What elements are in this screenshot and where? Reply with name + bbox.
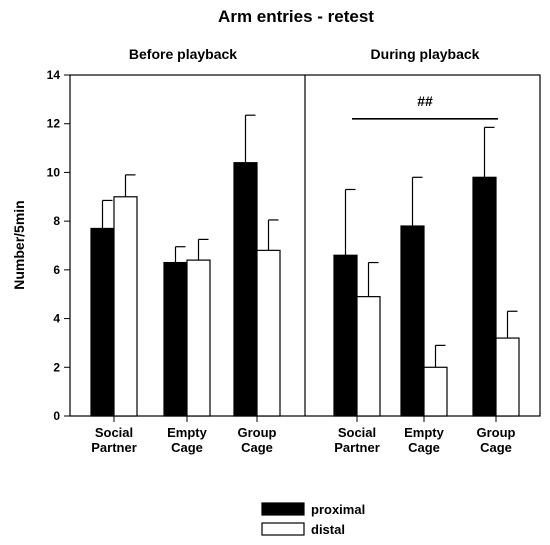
bar-proximal [233,162,258,417]
significance-marker: ## [417,93,433,109]
category-label: Social [338,425,376,440]
bar-proximal [90,227,115,417]
bar-distal [256,249,281,417]
category-label: Empty [404,425,445,440]
bar-proximal [400,225,425,417]
y-tick-label: 4 [53,312,60,326]
category-label: Group [238,425,277,440]
bar-distal [423,366,448,417]
category-label: Social [95,425,133,440]
category-labels: SocialPartnerEmptyCageGroupCageSocialPar… [91,416,516,455]
bar-distal [495,337,520,417]
legend: proximal distal [261,502,365,537]
panel-title: Before playback [129,46,237,62]
bar-distal [186,259,211,417]
legend-swatch-distal [261,522,305,536]
category-label: Cage [408,440,440,455]
y-tick-label: 6 [53,263,60,277]
chart-title: Arm entries - retest [218,7,374,26]
category-label: Cage [241,440,273,455]
legend-label-distal: distal [311,522,345,537]
error-bars [101,114,518,368]
y-tick-label: 12 [47,117,61,131]
panel-title: During playback [371,46,480,62]
category-label: Partner [91,440,137,455]
category-label: Group [477,425,516,440]
y-tick-label: 10 [47,165,61,179]
legend-swatch-proximal [261,502,305,516]
y-axis-label: Number/5min [11,200,27,289]
y-tick-label: 8 [53,214,60,228]
bar-proximal [333,254,358,417]
bar-distal [356,296,381,417]
significance-annotation: ## [352,93,498,120]
legend-label-proximal: proximal [311,502,365,517]
y-tick-label: 0 [53,409,60,423]
y-tick-label: 14 [47,68,61,82]
category-label: Partner [334,440,380,455]
panel-titles: Before playback During playback [129,46,480,62]
category-label: Cage [480,440,512,455]
bar-proximal [163,261,188,417]
bar-proximal [472,176,497,417]
y-axis-ticks: 0 2 4 6 8 10 12 14 [47,68,70,423]
plot-frame [69,74,541,417]
y-tick-label: 2 [53,360,60,374]
category-label: Empty [167,425,208,440]
category-label: Cage [171,440,203,455]
bars [90,162,520,417]
bar-distal [113,196,138,417]
